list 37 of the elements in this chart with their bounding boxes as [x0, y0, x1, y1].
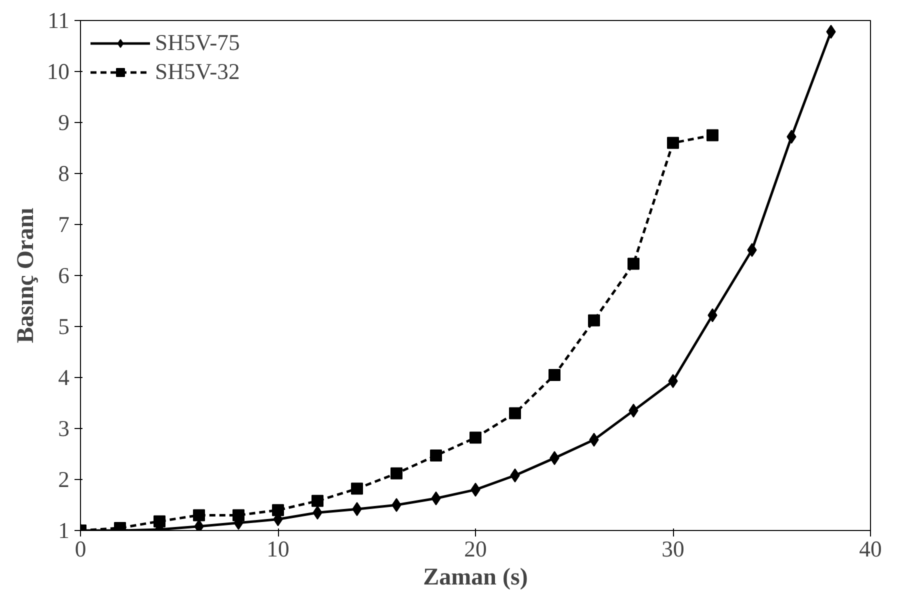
y-tick-label: 10	[46, 59, 70, 84]
y-tick-label: 9	[58, 110, 70, 135]
x-axis-title: Zaman (s)	[423, 564, 528, 590]
x-tick-label: 20	[464, 536, 487, 562]
point	[392, 498, 402, 512]
legend-label: SH5V-32	[155, 59, 240, 85]
point	[312, 494, 324, 507]
y-tick-label: 4	[58, 365, 70, 390]
point	[588, 314, 600, 326]
y-tick-label: 7	[58, 212, 70, 237]
y-tick-label: 2	[58, 467, 70, 492]
y-tick-label: 8	[58, 161, 70, 186]
point	[747, 243, 757, 257]
point	[154, 515, 166, 528]
x-tick-label: 0	[74, 536, 86, 562]
point	[548, 368, 560, 381]
point	[272, 504, 284, 516]
point	[470, 432, 482, 444]
point	[628, 258, 640, 270]
point	[509, 407, 521, 420]
y-tick-label: 1	[58, 518, 70, 543]
y-tick-label: 3	[58, 416, 70, 441]
y-tick-label: 11	[48, 8, 70, 33]
y-axis-title: Basınç Oranı	[12, 207, 39, 344]
point	[706, 129, 718, 142]
legend-label: SH5V-75	[155, 30, 240, 56]
x-tick-label: 10	[266, 536, 290, 562]
point	[390, 467, 402, 480]
point	[430, 450, 442, 462]
point	[667, 136, 679, 149]
x-tick-label: 30	[662, 536, 684, 562]
x-tick-label: 40	[859, 536, 882, 562]
point	[232, 509, 244, 522]
point	[351, 482, 363, 495]
point	[193, 509, 205, 522]
y-tick-label: 5	[58, 314, 70, 339]
y-tick-label: 6	[58, 263, 70, 288]
